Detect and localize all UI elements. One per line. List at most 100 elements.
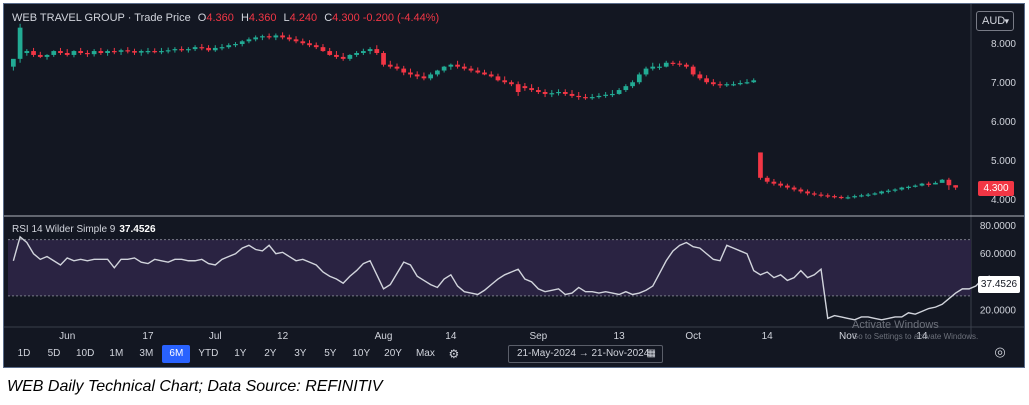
figure-caption: WEB Daily Technical Chart; Data Source: … [7,378,383,395]
candle-body [91,51,97,55]
candle-body [953,185,958,188]
candle-body [286,37,292,40]
candle-body [778,183,783,186]
price-tick-label: 8.000 [991,39,1016,50]
candle-body [610,93,615,96]
rsi-tick-label: 20.0000 [980,305,1017,316]
candle-body [475,70,481,73]
timeframe-6m-button[interactable]: 6M [162,345,191,363]
currency-select[interactable]: AUD ▾ [976,11,1014,31]
candle-body [946,179,952,186]
timeframe-ytd-button[interactable]: YTD [198,348,219,359]
timeframe-3m-button[interactable]: 3M [139,348,154,359]
time-tick-label: Jul [209,331,222,342]
watermark-line-1: Activate Windows [852,319,939,331]
settings-gear-icon[interactable]: ⚙ [448,347,460,361]
time-tick-label: Nov [839,331,857,342]
candle-body [751,80,757,83]
candle-body [132,51,137,53]
chart-settings-icon[interactable]: ◎ [994,344,1006,359]
time-tick-label: 14 [445,331,457,342]
low-key: L [283,12,290,24]
timeframe-3y-button[interactable]: 3Y [294,348,307,359]
candle-body [556,92,561,94]
date-range-picker[interactable]: 21-May-2024 → 21-Nov-2024 ▦ [508,345,663,363]
candle-body [313,45,319,48]
time-tick-label: 17 [142,331,154,342]
candle-body [435,70,440,75]
candle-body [926,183,932,185]
candle-body [805,191,810,194]
candle-body [906,186,911,188]
candle-body [280,35,285,38]
candle-body [899,187,905,190]
candle-body [791,187,797,190]
rsi-tick-label: 80.0000 [980,221,1017,232]
candle-body [219,47,225,49]
candle-body [199,47,205,49]
candle-body [414,74,420,77]
candle-body [206,47,211,51]
watermark-line-2: Go to Settings to activate Windows. [852,332,979,341]
candle-body [704,78,709,83]
time-tick-label: 13 [614,331,626,342]
candle-body [105,51,110,53]
close-key: C [324,12,333,24]
candle-body [488,74,494,77]
candle-body [542,92,548,94]
candle-body [892,189,898,191]
candle-body [260,36,265,38]
candle-body [650,66,656,69]
candle-body [933,182,938,185]
timeframe-10d-button[interactable]: 10D [76,348,95,359]
candle-body [78,51,84,53]
candle-body [562,92,568,94]
candle-body [724,84,730,86]
timeframe-1y-button[interactable]: 1Y [234,348,247,359]
candle-body [758,152,763,178]
currency-label: AUD [982,15,1006,27]
current-price-tag: 4.300 [978,181,1014,196]
candle-body [912,185,918,187]
rsi-name: RSI 14 Wilder Simple 9 [12,224,116,235]
timeframe-max-button[interactable]: Max [415,348,435,359]
candle-body [428,74,434,79]
candle-body [670,62,676,64]
candle-body [165,50,171,52]
chart-canvas[interactable]: 8.000 7.000 6.000 5.000 4.000 80.0000 60.0000 2… [4,4,1025,368]
candle-body [657,66,662,68]
date-arrow: → [578,348,589,359]
time-tick-label: Aug [375,331,393,342]
candle-body [401,68,407,73]
candle-body [852,196,858,198]
candle-body [340,56,346,59]
rsi-tick-label: 60.0000 [980,249,1017,260]
candle-body [118,50,124,52]
time-tick-label: Sep [529,331,547,342]
candle-body [64,53,70,55]
timeframe-10y-button[interactable]: 10Y [352,348,371,359]
time-tick-label: 14 [916,331,928,342]
candle-body [327,51,333,55]
timeframe-1m-button[interactable]: 1M [109,348,124,359]
candle-body [919,183,925,186]
candle-body [354,53,359,55]
candle-body [71,51,77,55]
candle-body [717,84,723,86]
price-tick-label: 5.000 [991,156,1016,167]
timeframe-1d-button[interactable]: 1D [17,348,31,359]
candle-body [576,95,582,98]
open-key: O [197,12,207,24]
candle-body [381,53,386,65]
timeframe-5d-button[interactable]: 5D [47,348,61,359]
rsi-value-tag: 37.4526 [978,276,1020,293]
candle-body [798,189,804,192]
timeframe-5y-button[interactable]: 5Y [324,348,337,359]
candle-body [616,90,622,94]
rsi-value: 37.4526 [119,224,156,235]
candle-body [334,54,339,57]
candle-body [387,64,393,67]
timeframe-2y-button[interactable]: 2Y [264,348,277,359]
timeframe-20y-button[interactable]: 20Y [384,348,402,359]
candle-body [939,179,945,183]
